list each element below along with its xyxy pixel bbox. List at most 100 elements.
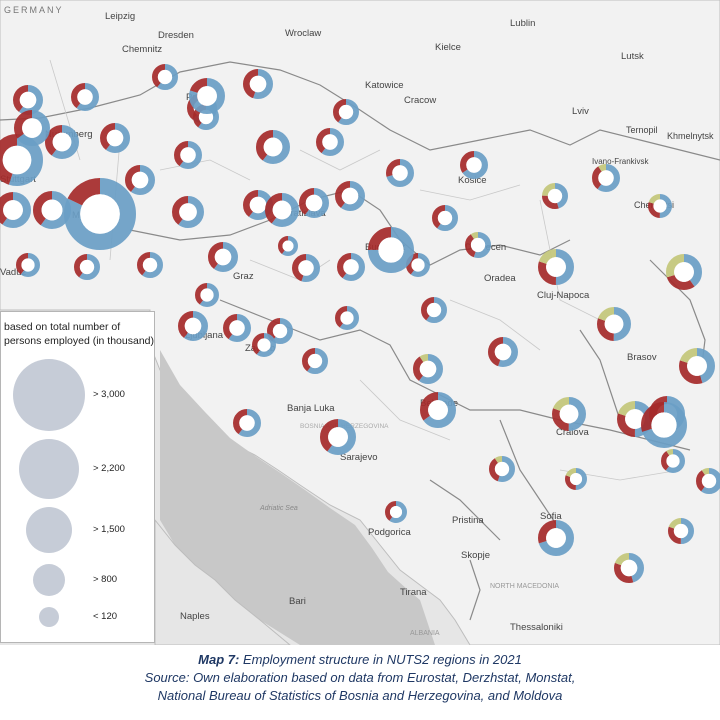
city-label: Leipzig (105, 11, 135, 22)
region-donut-moldova-segment (665, 254, 702, 291)
region-donut-hole (249, 75, 267, 93)
region-donut-segment (405, 252, 430, 277)
region-donut (542, 183, 569, 210)
region-donut (667, 518, 694, 545)
legend-circle-800 (33, 564, 65, 596)
city-label: Bari (289, 596, 306, 607)
region-donut (232, 409, 261, 438)
region-donut-stuttgart-hole (2, 145, 32, 175)
region-donut-segment (333, 99, 360, 126)
region-donut-hole (343, 259, 359, 275)
region-donut-hole (437, 210, 453, 226)
region-donut (432, 205, 459, 232)
region-donut-nuremberg-hole (22, 118, 42, 138)
region-donut-belgrade-hole (428, 400, 448, 420)
city-label: Kosice (458, 175, 487, 186)
size-legend: based on total number of persons employe… (0, 311, 155, 643)
legend-label-1500: > 1,500 (93, 524, 125, 535)
region-donut-prague (189, 77, 226, 114)
region-donut (695, 468, 720, 495)
region-donut-hole (426, 302, 442, 318)
region-donut-segment (667, 518, 694, 545)
region-donut-nuremberg (14, 110, 51, 147)
region-donut-segment (488, 456, 515, 483)
city-label: Cracow (404, 95, 436, 106)
city-label: Katowice (365, 80, 404, 91)
region-donut-segment (266, 318, 293, 345)
region-donut-bucharest-hole (651, 412, 677, 438)
region-donut-hole (229, 320, 245, 336)
sea-label: Adriatic Sea (259, 505, 298, 512)
region-donut-hole (470, 237, 486, 253)
country-label: NORTH MACEDONIA (490, 583, 559, 590)
region-donut-segment (552, 396, 587, 431)
region-donut-segment (243, 69, 273, 99)
region-donut (195, 283, 220, 308)
region-donut-segment (32, 190, 71, 229)
region-donut-segment (291, 254, 320, 283)
region-donut-cluj-napoca-hole (546, 257, 566, 277)
region-donut-hole (673, 523, 689, 539)
region-donut-hole (52, 132, 72, 152)
region-donut-hole (494, 343, 512, 361)
city-label: Craiova (556, 427, 589, 438)
region-donut (243, 69, 273, 99)
region-donut-stuttgart-segment (0, 134, 44, 186)
caption-label: Map 7: (198, 652, 240, 667)
region-donut (266, 318, 293, 345)
region-donut-segment (432, 205, 459, 232)
region-donut (335, 305, 360, 330)
region-donut-segment (542, 183, 569, 210)
region-donut-sofia-hole (546, 528, 566, 548)
region-donut-belgrade-segment (419, 392, 456, 429)
region-donut-sofia-segment (537, 520, 574, 557)
legend-label-2200: > 2,200 (93, 463, 125, 474)
region-donut-segment (243, 190, 273, 220)
region-donut-segment (597, 306, 632, 341)
region-donut (13, 85, 43, 115)
legend-circle-1500 (26, 507, 72, 553)
region-donut-hole (3, 200, 23, 220)
region-donut (0, 192, 32, 228)
region-donut (152, 63, 179, 90)
region-donut-prague-segment (189, 77, 226, 114)
region-donut-segment (591, 163, 620, 192)
region-donut (32, 190, 71, 229)
region-donut-hole (419, 360, 437, 378)
region-donut-hole (142, 257, 158, 273)
city-label: Wroclaw (285, 28, 321, 39)
city-label: Khmelnytsk (667, 131, 714, 141)
region-donut-segment (488, 337, 518, 367)
region-donut-hole (263, 137, 283, 157)
region-donut-segment (137, 251, 164, 278)
region-donut (488, 337, 518, 367)
region-donut-hole (239, 415, 255, 431)
region-donut (252, 333, 277, 358)
region-donut-segment (565, 468, 588, 491)
region-donut-segment (695, 468, 720, 495)
country-label: ALBANIA (410, 630, 440, 637)
region-donut-hole (569, 472, 583, 486)
region-donut (465, 232, 492, 259)
city-label: Oradea (484, 273, 516, 284)
region-donut-segment (661, 448, 686, 473)
region-donut-hole (131, 171, 149, 189)
region-donut (299, 188, 329, 218)
region-donut-segment (616, 401, 653, 438)
region-donut-hole (79, 259, 95, 275)
region-donut (385, 500, 408, 523)
region-donut-segment (413, 354, 443, 384)
region-donut-hole (389, 505, 403, 519)
region-donut-hole (666, 454, 680, 468)
region-donut (264, 192, 299, 227)
legend-label-120: < 120 (93, 611, 118, 622)
region-donut (614, 553, 644, 583)
region-donut-segment (208, 242, 238, 272)
region-donut-segment (73, 253, 100, 280)
region-donut (488, 456, 515, 483)
region-donut-segment (597, 306, 632, 341)
region-donut (647, 193, 672, 218)
map-caption: Map 7: Employment structure in NUTS2 reg… (0, 651, 720, 705)
region-donut-segment (195, 283, 220, 308)
city-label: Pristina (452, 515, 484, 526)
